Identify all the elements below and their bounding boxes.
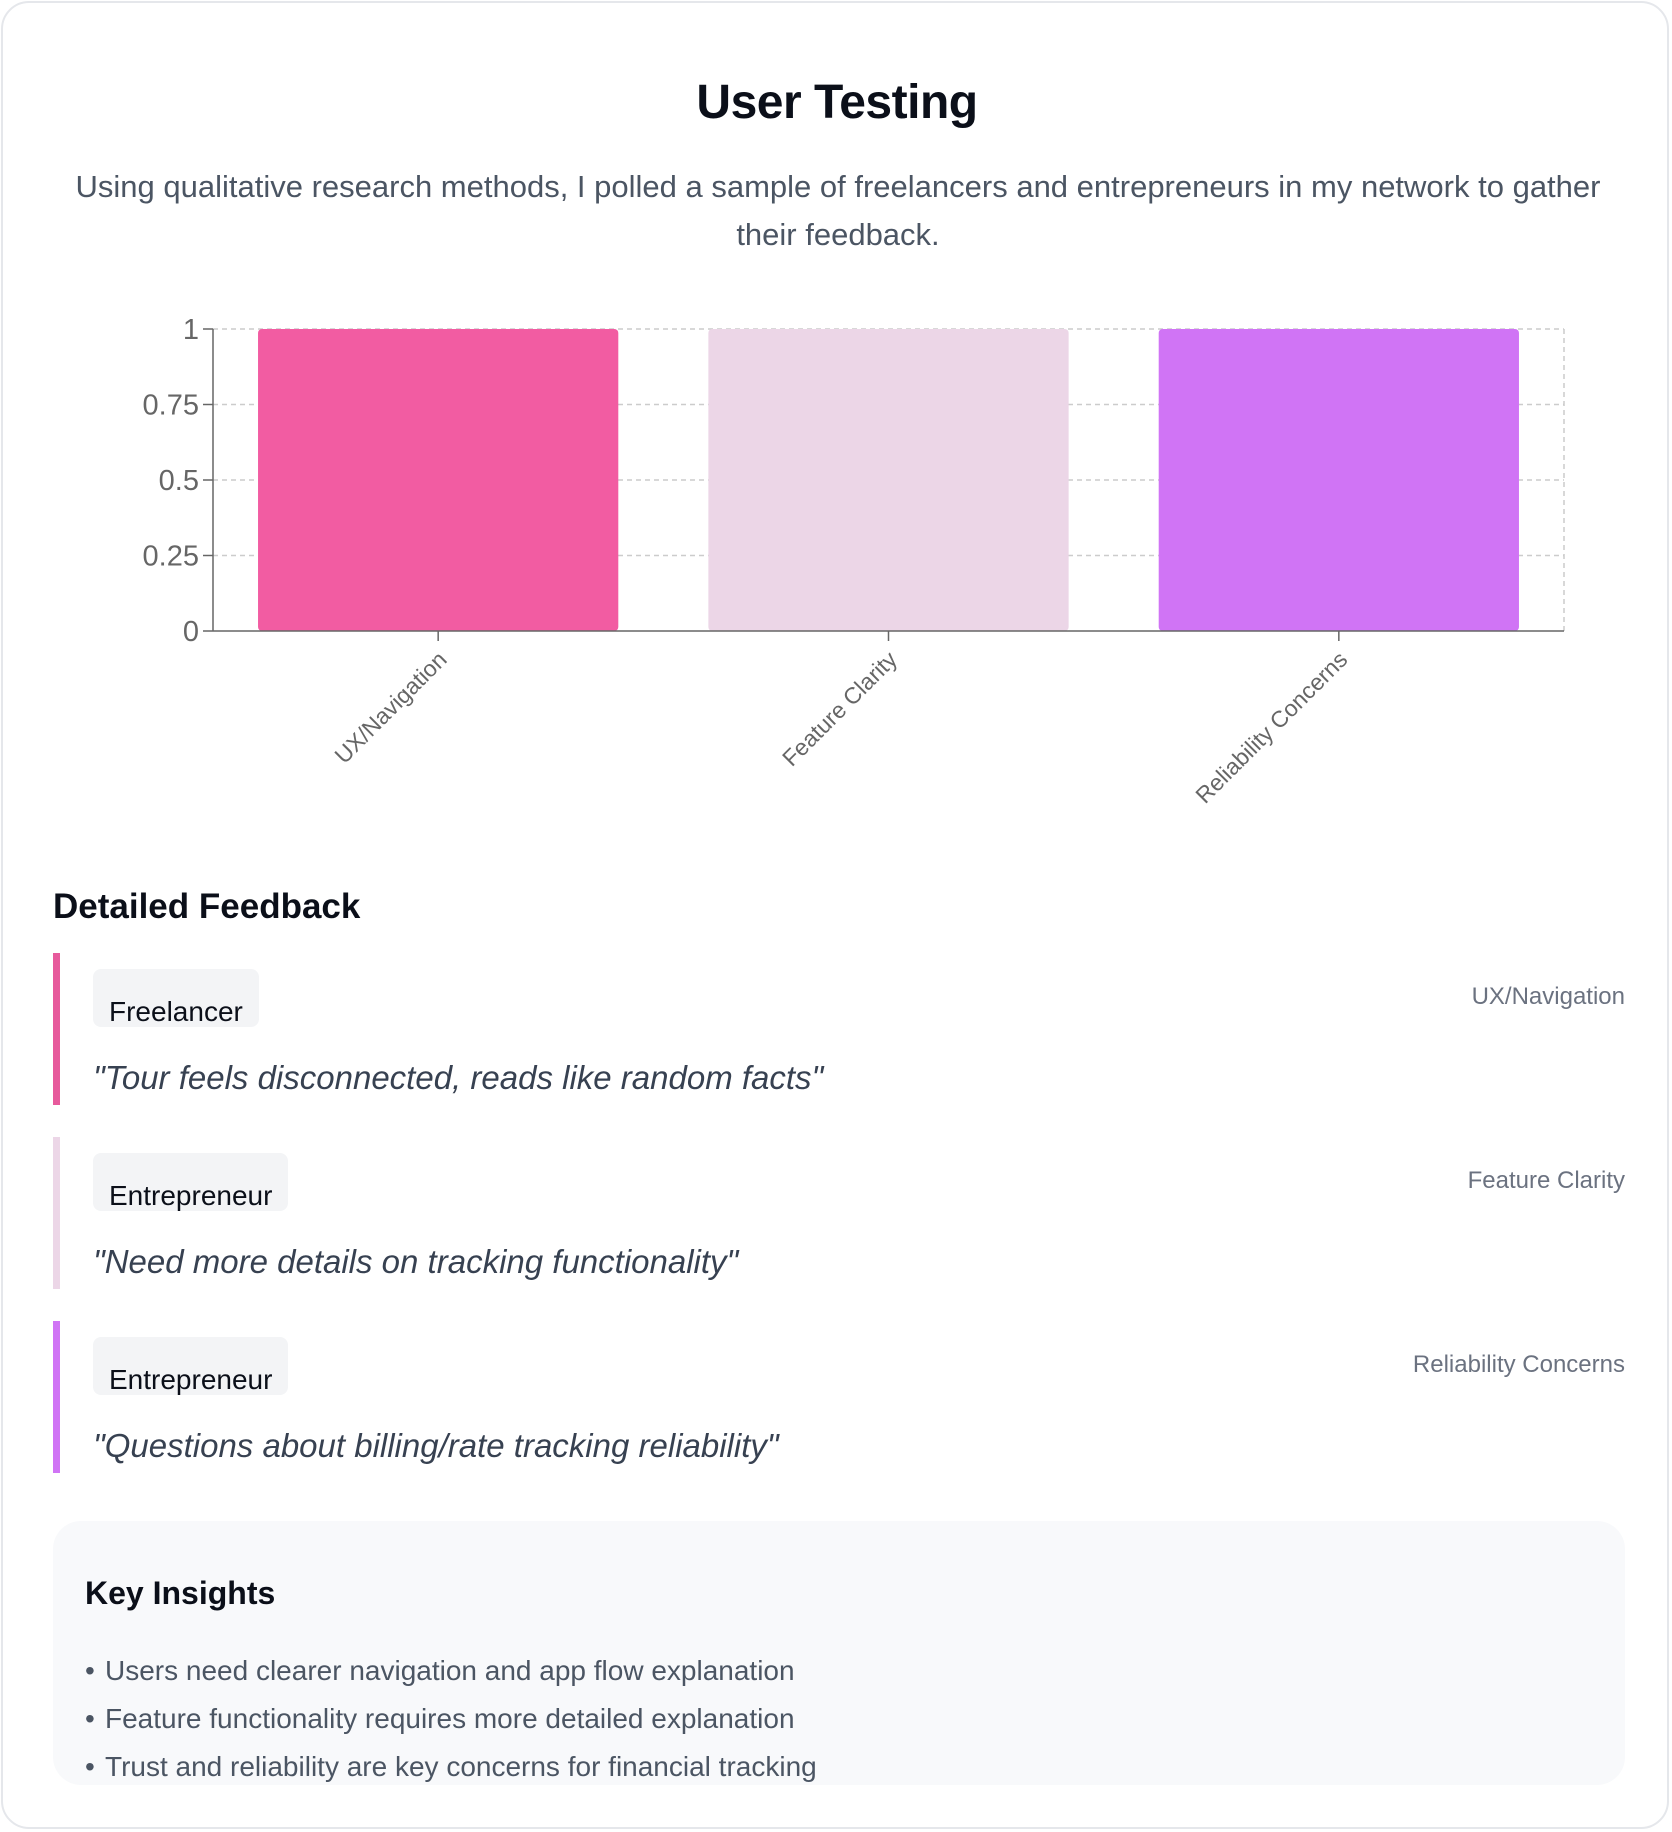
page-title: User Testing <box>696 76 978 129</box>
feedback-accent-bar <box>53 1321 60 1473</box>
key-insights-list: • Users need clearer navigation and app f… <box>85 1647 817 1791</box>
y-tick-label: 0 <box>183 616 199 648</box>
feedback-category: UX/Navigation <box>1471 983 1625 1010</box>
page-subtitle: Using qualitative research methods, I po… <box>75 169 1601 252</box>
bar <box>708 329 1069 631</box>
bullet-icon: • <box>85 1703 95 1734</box>
x-tick-label: Reliability Concerns <box>1190 646 1352 808</box>
bar <box>258 329 619 631</box>
feedback-role-badge: Entrepreneur <box>93 1337 289 1395</box>
detailed-feedback-heading: Detailed Feedback <box>53 887 361 926</box>
feedback-quote: "Tour feels disconnected, reads like ran… <box>93 1059 824 1096</box>
feedback-quote: "Need more details on tracking functiona… <box>93 1243 739 1280</box>
y-tick-label: 0.5 <box>159 465 199 497</box>
feedback-role-badge: Entrepreneur <box>93 1153 289 1211</box>
feedback-item: Freelancer UX/Navigation "Tour feels dis… <box>53 953 1625 1105</box>
feedback-accent-bar <box>53 1137 60 1289</box>
x-tick-label: Feature Clarity <box>777 646 902 771</box>
key-insights-panel: Key Insights • Users need clearer navigat… <box>53 1521 1625 1785</box>
feedback-quote: "Questions about billing/rate tracking r… <box>93 1427 779 1464</box>
insight-item: • Users need clearer navigation and app f… <box>85 1647 817 1695</box>
y-tick-label: 1 <box>183 314 199 346</box>
y-tick-label: 0.75 <box>143 390 199 422</box>
x-tick-label: UX/Navigation <box>329 646 451 768</box>
feedback-bar-chart: 0 0.25 0.5 0.75 1 UX/Navigation Feature Clarit… <box>143 314 1565 808</box>
insight-text: Feature functionality requires more deta… <box>105 1703 795 1734</box>
insight-text: Users need clearer navigation and app fl… <box>105 1655 795 1686</box>
y-tick-label: 0.25 <box>143 541 199 573</box>
feedback-item: Entrepreneur Reliability Concerns "Quest… <box>53 1321 1625 1473</box>
bullet-icon: • <box>85 1655 95 1686</box>
key-insights-heading: Key Insights <box>85 1575 276 1611</box>
insight-text: Trust and reliability are key concerns f… <box>105 1751 817 1782</box>
feedback-role-badge: Freelancer <box>93 969 259 1027</box>
bullet-icon: • <box>85 1751 95 1782</box>
feedback-accent-bar <box>53 953 60 1105</box>
feedback-category: Feature Clarity <box>1467 1167 1625 1194</box>
feedback-item: Entrepreneur Feature Clarity "Need more … <box>53 1137 1625 1289</box>
insight-item: • Feature functionality requires more det… <box>85 1695 817 1743</box>
feedback-category: Reliability Concerns <box>1412 1351 1625 1378</box>
insight-item: • Trust and reliability are key concerns … <box>85 1743 817 1791</box>
bar <box>1158 329 1519 631</box>
